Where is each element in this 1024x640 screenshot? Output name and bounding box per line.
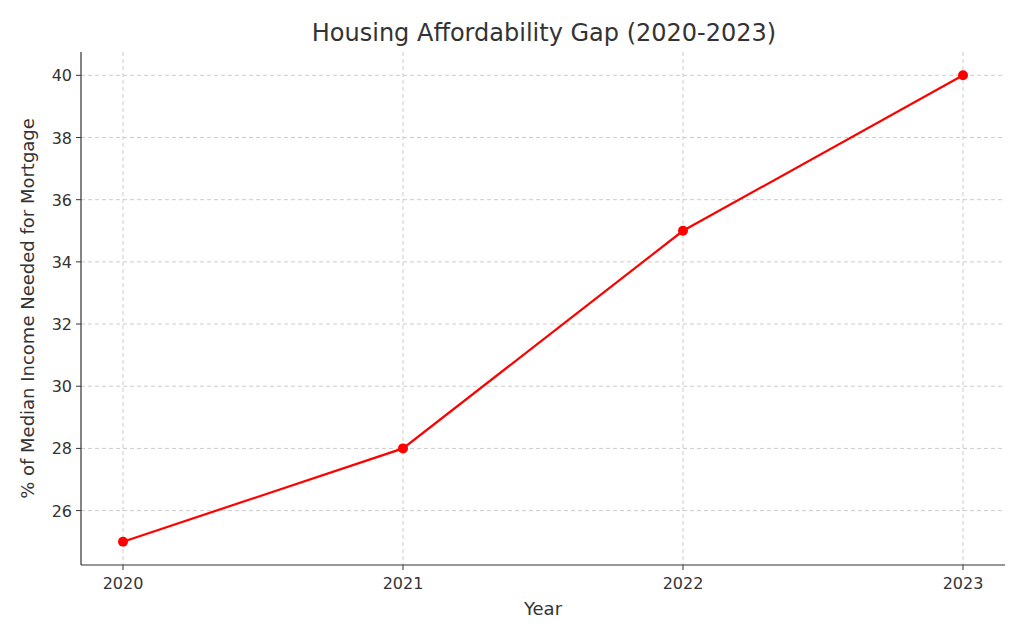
- y-tick: [76, 448, 81, 449]
- chart-title: Housing Affordability Gap (2020-2023): [312, 19, 776, 47]
- x-axis-label: Year: [523, 598, 563, 619]
- chart-svg: 2020 2021 2022 2023 26 28 30 32 34 36 38 40 Housing …: [0, 0, 1024, 640]
- y-tick: [76, 261, 81, 262]
- x-tick-label: 2022: [663, 574, 704, 593]
- y-axis-line: [80, 52, 81, 565]
- x-grid-line: [683, 52, 684, 565]
- y-tick-label: 40: [52, 66, 72, 85]
- x-tick-label: 2023: [943, 574, 984, 593]
- y-grid-line: [81, 75, 1005, 76]
- y-axis-label: % of Median Income Needed for Mortgage: [17, 118, 38, 499]
- x-tick: [403, 565, 404, 570]
- y-tick: [76, 137, 81, 138]
- y-tick-label: 34: [52, 253, 72, 272]
- y-tick-label: 28: [52, 439, 72, 458]
- y-grid-line: [81, 386, 1005, 387]
- data-layer: [118, 70, 968, 546]
- data-point: [678, 226, 688, 236]
- y-tick-label: 38: [52, 129, 72, 148]
- x-grid-line: [963, 52, 964, 565]
- data-point: [958, 70, 968, 80]
- x-tick: [123, 565, 124, 570]
- x-axis-line: [81, 564, 1005, 565]
- y-tick: [76, 386, 81, 387]
- x-grid-line: [123, 52, 124, 565]
- x-tick-label: 2021: [383, 574, 424, 593]
- grid: [81, 52, 1005, 565]
- y-grid-line: [81, 448, 1005, 449]
- x-tick: [963, 565, 964, 570]
- y-tick: [76, 75, 81, 76]
- data-point: [398, 443, 408, 453]
- y-tick-label: 36: [52, 191, 72, 210]
- y-tick: [76, 324, 81, 325]
- y-grid-line: [81, 324, 1005, 325]
- y-grid-line: [81, 137, 1005, 138]
- x-grid-line: [403, 52, 404, 565]
- y-grid-line: [81, 199, 1005, 200]
- y-tick: [76, 199, 81, 200]
- y-tick-label: 26: [52, 502, 72, 521]
- x-tick: [683, 565, 684, 570]
- x-tick-label: 2020: [103, 574, 144, 593]
- chart-container: 2020 2021 2022 2023 26 28 30 32 34 36 38 40 Housing …: [0, 0, 1024, 640]
- data-point: [118, 537, 128, 547]
- y-tick: [76, 510, 81, 511]
- y-tick-label: 32: [52, 315, 72, 334]
- page: {"chart_data": {"type": "line", "title":…: [0, 0, 1024, 640]
- data-line: [123, 75, 963, 541]
- y-tick-label: 30: [52, 377, 72, 396]
- y-grid-line: [81, 261, 1005, 262]
- axes: 2020 2021 2022 2023 26 28 30 32 34 36 38 40: [52, 52, 1005, 593]
